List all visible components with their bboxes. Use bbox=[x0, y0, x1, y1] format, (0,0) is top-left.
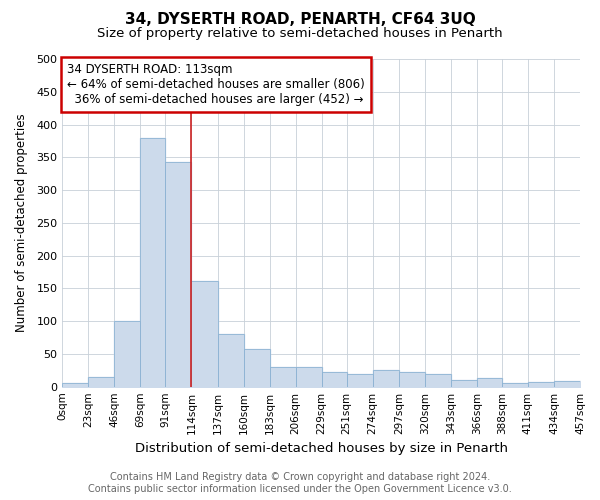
Text: Contains HM Land Registry data © Crown copyright and database right 2024.
Contai: Contains HM Land Registry data © Crown c… bbox=[88, 472, 512, 494]
X-axis label: Distribution of semi-detached houses by size in Penarth: Distribution of semi-detached houses by … bbox=[134, 442, 508, 455]
Text: 34 DYSERTH ROAD: 113sqm
← 64% of semi-detached houses are smaller (806)
  36% of: 34 DYSERTH ROAD: 113sqm ← 64% of semi-de… bbox=[67, 63, 365, 106]
Text: 34, DYSERTH ROAD, PENARTH, CF64 3UQ: 34, DYSERTH ROAD, PENARTH, CF64 3UQ bbox=[125, 12, 475, 28]
Y-axis label: Number of semi-detached properties: Number of semi-detached properties bbox=[15, 114, 28, 332]
Text: Size of property relative to semi-detached houses in Penarth: Size of property relative to semi-detach… bbox=[97, 28, 503, 40]
